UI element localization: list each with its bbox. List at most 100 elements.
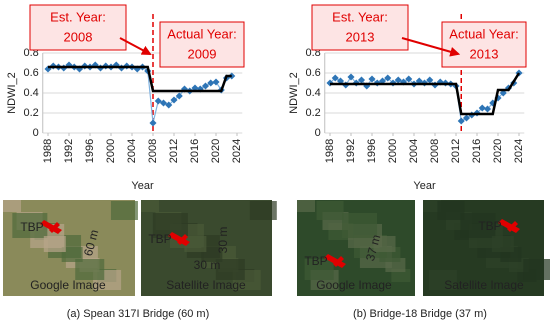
est-label: Est. Year: <box>332 9 388 24</box>
image-texture <box>215 259 245 280</box>
est-year: 2008 <box>64 29 93 44</box>
image-texture <box>523 259 550 280</box>
actual-year: 2013 <box>470 46 499 61</box>
data-point <box>394 76 402 84</box>
y-tick-label: 0.2 <box>23 107 38 119</box>
est-label: Est. Year: <box>50 9 106 24</box>
data-point <box>357 76 366 84</box>
image-annotation: 60 m <box>81 228 101 257</box>
image-texture <box>428 270 457 290</box>
y-tick-label: 0.4 <box>23 87 38 99</box>
x-tick-label: 2000 <box>387 139 399 163</box>
image-texture <box>201 247 223 262</box>
x-tick-label: 2008 <box>429 139 441 163</box>
y-tick-label: 0.6 <box>23 67 38 79</box>
actual-label: Actual Year: <box>167 26 236 41</box>
image-texture <box>110 201 138 220</box>
est-box <box>29 4 127 51</box>
image-texture <box>75 259 105 280</box>
y-tick-label: 0.4 <box>305 87 320 99</box>
image-texture <box>43 236 66 252</box>
x-tick-label: 1996 <box>366 139 378 163</box>
x-tick-label: 2016 <box>189 139 201 163</box>
image-texture <box>342 213 378 238</box>
data-point <box>154 97 162 105</box>
y-tick-label: 0 <box>33 127 39 139</box>
image-title: Google Image <box>30 278 106 292</box>
data-point <box>149 119 157 127</box>
data-point <box>207 79 215 87</box>
tbp-icon <box>40 220 62 234</box>
x-tick-label: 1988 <box>324 139 336 163</box>
data-point <box>201 82 210 90</box>
x-tick-label: 2020 <box>492 139 504 163</box>
x-tick-label: 2000 <box>105 139 117 163</box>
image-texture <box>3 200 21 212</box>
x-axis-label: Year <box>413 180 436 192</box>
image-title: Satellite Image <box>166 278 246 292</box>
data-point <box>170 96 178 104</box>
y-tick-label: 0.2 <box>305 107 320 119</box>
image-texture <box>373 236 396 252</box>
image-texture <box>249 201 277 220</box>
y-axis-label: NDWI_2 <box>6 72 18 114</box>
data-point <box>165 101 173 109</box>
data-point <box>347 73 355 81</box>
image-annotation: TBP <box>20 220 43 234</box>
image-texture <box>141 200 159 212</box>
y-tick-label: 0 <box>315 127 321 139</box>
x-tick-label: 2012 <box>168 139 180 163</box>
data-point <box>426 76 434 84</box>
data-point <box>462 114 471 122</box>
series-line <box>48 65 232 93</box>
caption: (b) Bridge-18 Bridge (37 m) <box>353 308 487 320</box>
series-line <box>47 64 232 124</box>
actual-label: Actual Year: <box>449 26 518 41</box>
x-axis-label: Year <box>131 180 154 192</box>
data-point <box>405 75 413 83</box>
data-point <box>175 92 183 100</box>
image-annotation: TBP <box>148 232 171 246</box>
data-point <box>368 75 376 83</box>
image-texture <box>61 247 83 262</box>
x-tick-label: 2016 <box>471 139 483 163</box>
x-tick-label: 2024 <box>231 139 243 163</box>
image-texture <box>12 213 48 238</box>
data-point <box>159 99 168 107</box>
caption: (a) Spean 317I Bridge (60 m) <box>67 308 209 320</box>
image-annotation: 30 m <box>216 227 230 254</box>
est-box <box>311 4 409 51</box>
arrow <box>401 37 461 57</box>
x-tick-label: 2004 <box>126 139 138 163</box>
x-tick-label: 2020 <box>210 139 222 163</box>
data-point <box>457 117 465 125</box>
image-texture <box>297 200 315 212</box>
series-line <box>330 72 521 116</box>
data-point <box>384 74 392 82</box>
arrow <box>119 37 152 55</box>
data-point <box>212 78 220 86</box>
image-texture <box>184 236 207 252</box>
y-axis-label: NDWI_2 <box>288 72 300 114</box>
image-texture <box>437 201 465 220</box>
actual-box <box>441 21 527 68</box>
x-tick-label: 1996 <box>84 139 96 163</box>
x-tick-label: 2004 <box>408 139 420 163</box>
data-point <box>331 74 339 82</box>
image-annotation: TBP <box>478 219 501 233</box>
image-texture <box>423 200 441 212</box>
est-year: 2013 <box>346 29 375 44</box>
x-tick-label: 2024 <box>513 139 525 163</box>
image-title: Satellite Image <box>444 278 524 292</box>
tbp-icon <box>498 219 520 233</box>
tbp-icon <box>168 232 190 246</box>
data-point <box>478 104 486 112</box>
image-annotation: TBP <box>304 254 327 268</box>
x-tick-label: 2012 <box>450 139 462 163</box>
x-tick-label: 1992 <box>345 139 357 163</box>
image-texture <box>316 201 344 220</box>
x-tick-label: 1988 <box>42 139 54 163</box>
image-annotation: 37 m <box>363 233 383 262</box>
actual-year: 2009 <box>188 46 217 61</box>
